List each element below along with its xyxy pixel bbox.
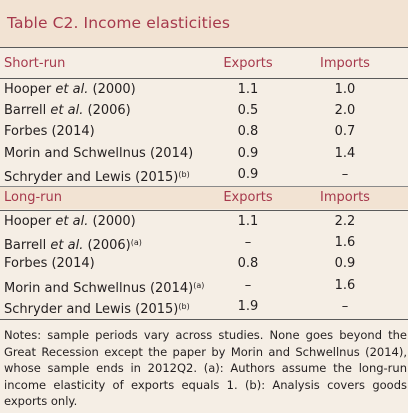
short-run-exports-value: 0.8 bbox=[237, 124, 259, 140]
study-name-post: (2000) bbox=[88, 82, 136, 97]
study-name-pre: Forbes (2014) bbox=[4, 124, 95, 140]
study-name-pre: Morin and Schwellnus (2014) bbox=[4, 145, 194, 161]
short-run-imports-header: Imports bbox=[320, 56, 370, 71]
study-name: Forbes (2014) bbox=[4, 124, 95, 140]
study-name-pre: Hooper bbox=[4, 214, 56, 229]
long-run-imports-value: 0.9 bbox=[334, 256, 356, 272]
study-name: Schryder and Lewis (2015)(b) bbox=[4, 167, 190, 186]
long-run-header-band bbox=[0, 186, 408, 209]
long-run-exports-value: – bbox=[244, 277, 252, 293]
study-name: Hooper et al. (2000) bbox=[4, 82, 136, 98]
long-run-exports-value: – bbox=[244, 235, 252, 251]
long-run-exports-value: 1.1 bbox=[237, 214, 259, 229]
study-name-pre: Schryder and Lewis (2015) bbox=[4, 169, 179, 185]
short-run-imports-value: 0.7 bbox=[334, 124, 356, 140]
long-run-imports-value: 1.6 bbox=[334, 277, 356, 293]
study-name: Hooper et al. (2000) bbox=[4, 214, 136, 230]
long-run-exports-value: 0.8 bbox=[237, 256, 259, 272]
long-run-imports-value: – bbox=[341, 298, 349, 314]
study-name-post: (2006) bbox=[83, 238, 131, 254]
long-run-imports-value: 1.6 bbox=[334, 235, 356, 251]
study-name-post: (2000) bbox=[88, 214, 136, 229]
title-divider bbox=[0, 47, 408, 48]
study-name-sup: (b) bbox=[178, 169, 190, 179]
short-run-label: Short-run bbox=[4, 56, 66, 71]
table-bottom-divider bbox=[0, 319, 408, 320]
short-run-imports-value: 1.0 bbox=[334, 82, 356, 97]
short-run-header-divider bbox=[0, 78, 408, 79]
study-name-sup: (a) bbox=[193, 280, 205, 290]
long-run-label: Long-run bbox=[4, 190, 62, 205]
study-name: Barrell et al. (2006)(a) bbox=[4, 235, 142, 254]
short-run-imports-value: 2.0 bbox=[334, 103, 356, 119]
study-name: Forbes (2014) bbox=[4, 256, 95, 272]
study-name-pre: Barrell bbox=[4, 238, 51, 254]
short-run-imports-value: – bbox=[341, 166, 349, 182]
short-run-exports-value: 1.1 bbox=[237, 82, 259, 97]
title-band: Table C2. Income elasticities bbox=[0, 0, 408, 47]
study-name-pre: Barrell bbox=[4, 103, 51, 119]
short-run-exports-header: Exports bbox=[223, 56, 273, 71]
study-name-sup: (a) bbox=[130, 238, 142, 248]
study-name-em: et al. bbox=[50, 103, 84, 119]
long-run-header-divider bbox=[0, 210, 408, 211]
study-name-em: et al. bbox=[55, 82, 89, 97]
study-name-pre: Schryder and Lewis (2015) bbox=[4, 301, 179, 317]
long-run-imports-header: Imports bbox=[320, 190, 370, 205]
study-name-em: et al. bbox=[50, 238, 84, 254]
long-run-top-divider bbox=[0, 186, 408, 187]
long-run-exports-value: 1.9 bbox=[237, 298, 259, 314]
study-name-pre: Morin and Schwellnus (2014) bbox=[4, 280, 194, 296]
short-run-exports-value: 0.9 bbox=[237, 145, 259, 161]
study-name: Morin and Schwellnus (2014) bbox=[4, 146, 193, 162]
study-name-em: et al. bbox=[55, 214, 89, 229]
short-run-exports-value: 0.5 bbox=[237, 103, 259, 119]
table-notes: Notes: sample periods vary across studie… bbox=[4, 328, 407, 408]
long-run-imports-value: 2.2 bbox=[334, 214, 356, 229]
study-name: Schryder and Lewis (2015)(b) bbox=[4, 299, 190, 318]
short-run-imports-value: 1.4 bbox=[334, 145, 356, 161]
study-name: Barrell et al. (2006) bbox=[4, 103, 131, 119]
short-run-exports-value: 0.9 bbox=[237, 166, 259, 182]
study-name-post: (2006) bbox=[83, 103, 131, 119]
table-title: Table C2. Income elasticities bbox=[7, 14, 231, 32]
study-name-pre: Forbes (2014) bbox=[4, 256, 95, 272]
study-name-pre: Hooper bbox=[4, 82, 56, 97]
long-run-exports-header: Exports bbox=[223, 190, 273, 205]
study-name: Morin and Schwellnus (2014)(a) bbox=[4, 278, 204, 297]
study-name-sup: (b) bbox=[178, 301, 190, 311]
